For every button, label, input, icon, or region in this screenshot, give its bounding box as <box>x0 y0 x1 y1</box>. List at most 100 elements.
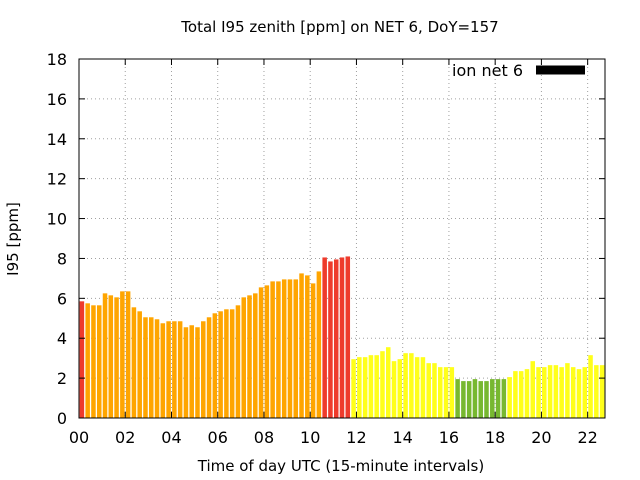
bar <box>224 309 229 418</box>
bar <box>357 357 362 418</box>
bar <box>235 305 241 418</box>
bar <box>518 371 524 418</box>
bar <box>137 311 142 418</box>
bar <box>374 355 379 418</box>
bar <box>478 381 483 418</box>
bars <box>79 256 605 419</box>
legend: ion net 6 <box>452 61 585 80</box>
bar <box>218 311 223 418</box>
x-tick-label: 18 <box>485 428 505 447</box>
y-tick-label: 6 <box>57 289 67 308</box>
bar <box>438 367 443 418</box>
bar <box>212 313 218 418</box>
bar <box>397 359 403 418</box>
bar <box>333 259 339 418</box>
bar <box>264 285 270 418</box>
bar <box>154 319 160 418</box>
bar <box>559 367 564 418</box>
legend-label: ion net 6 <box>452 61 523 80</box>
bar <box>96 305 102 418</box>
bar <box>322 257 327 418</box>
bar <box>293 279 299 418</box>
bar <box>229 309 235 418</box>
bar <box>449 367 455 418</box>
x-tick-label: 08 <box>254 428 274 447</box>
bar <box>420 357 426 418</box>
bar <box>351 359 356 418</box>
x-tick-label: 16 <box>439 428 459 447</box>
x-tick-label: 00 <box>69 428 89 447</box>
bar <box>195 327 200 418</box>
bar <box>594 365 599 418</box>
bar <box>247 295 252 418</box>
bar <box>108 295 114 418</box>
bar <box>281 279 287 418</box>
bar <box>576 369 582 418</box>
bar <box>368 355 374 418</box>
bar <box>582 367 588 418</box>
x-tick-label: 12 <box>346 428 366 447</box>
bar <box>305 275 310 418</box>
y-tick-label: 8 <box>57 249 67 268</box>
x-axis: 00 02 04 06 08 10 12 14 16 18 20 22 <box>69 59 598 447</box>
bar <box>570 367 576 418</box>
bar <box>125 291 131 418</box>
x-tick-label: 02 <box>115 428 135 447</box>
bar <box>172 321 177 418</box>
bar <box>276 281 281 418</box>
bar <box>524 369 530 418</box>
bar <box>79 301 85 418</box>
bar <box>542 367 547 418</box>
bar <box>114 297 119 418</box>
bar <box>495 379 501 418</box>
bar <box>177 321 183 418</box>
bar <box>553 365 559 418</box>
chart-title: Total I95 zenith [ppm] on NET 6, DoY=157 <box>180 18 498 36</box>
bar <box>455 379 460 418</box>
bar <box>160 323 166 418</box>
bar <box>547 365 553 418</box>
bar <box>258 287 264 418</box>
bar <box>166 321 171 418</box>
y-axis-title: I95 [ppm] <box>4 202 22 276</box>
bar <box>513 371 518 418</box>
bar <box>91 305 96 418</box>
bar <box>131 307 137 418</box>
bar <box>206 317 212 418</box>
bar <box>328 261 333 418</box>
bar <box>316 271 322 418</box>
bar <box>391 361 397 418</box>
y-tick-label: 0 <box>57 409 67 428</box>
bar <box>287 279 293 418</box>
y-tick-label: 16 <box>47 90 67 109</box>
y-tick-label: 4 <box>57 329 67 348</box>
bar <box>201 321 206 418</box>
bar <box>85 303 90 418</box>
bar <box>501 379 507 418</box>
bar <box>345 256 351 418</box>
bar <box>253 293 258 418</box>
bar <box>507 377 512 418</box>
bar <box>149 317 154 418</box>
bar <box>414 357 420 418</box>
x-tick-label: 04 <box>161 428 181 447</box>
bar <box>409 353 414 418</box>
bar <box>310 283 316 419</box>
x-tick-label: 22 <box>577 428 597 447</box>
x-tick-label: 06 <box>208 428 228 447</box>
bar <box>183 327 189 418</box>
x-axis-title: Time of day UTC (15-minute intervals) <box>197 457 484 475</box>
bar <box>120 291 125 418</box>
plot-frame <box>78 58 606 419</box>
bar <box>426 363 431 418</box>
bar <box>461 381 466 418</box>
bar <box>299 273 304 418</box>
bar <box>466 381 472 418</box>
bar <box>484 381 489 418</box>
bar <box>143 317 148 418</box>
x-tick-label: 20 <box>531 428 551 447</box>
bar <box>241 297 246 418</box>
bar <box>189 325 194 418</box>
x-tick-label: 10 <box>300 428 320 447</box>
bar <box>432 363 437 418</box>
